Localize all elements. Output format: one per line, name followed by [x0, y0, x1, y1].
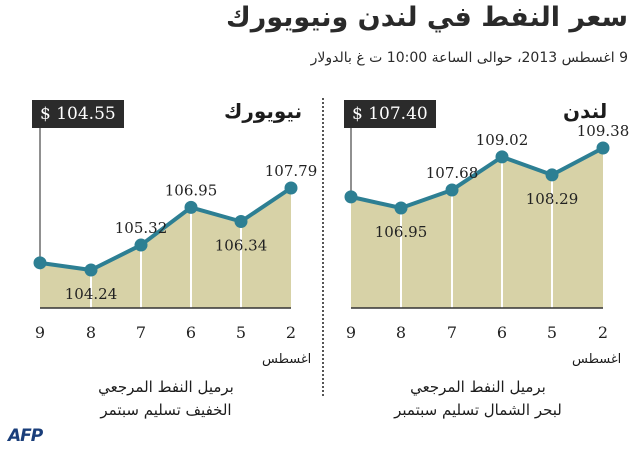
london-series-line: [350, 146, 604, 210]
page-title: سعر النفط في لندن ونيويورك: [226, 2, 628, 33]
newyork-tick-label-4: 5: [236, 323, 246, 342]
london-value-label-4: 108.29: [526, 190, 579, 208]
london-area-fill: [351, 148, 603, 308]
newyork-series-line: [39, 186, 293, 272]
london-point-5: [596, 141, 610, 155]
london-value-label-5: 109.38: [577, 122, 630, 140]
london-caption-line-2: لبحر الشمال تسليم سبتمبر: [394, 401, 562, 419]
panel-divider: [322, 98, 324, 396]
london-current-price: $ 107.40: [344, 100, 436, 128]
newyork-caption-line-2: الخفيف تسليم سبتمر: [100, 401, 232, 419]
newyork-point-4: [234, 214, 248, 228]
london-month-label: اغسطس: [572, 352, 622, 367]
london-tick-label-4: 5: [547, 323, 557, 342]
newyork-month-label: اغسطس: [262, 352, 312, 367]
newyork-value-label-3: 106.95: [165, 181, 218, 199]
newyork-tick-label-5: 2: [286, 323, 296, 342]
oil-price-charts: 104.24 105.32 106.95 106.34 107.79 9 8 7 6 5 2 106.…: [33, 121, 630, 342]
london-tick-label-1: 8: [396, 323, 406, 342]
newyork-point-3: [184, 200, 198, 214]
london-point-1: [394, 201, 408, 215]
london-tick-label-2: 7: [447, 323, 457, 342]
london-point-0: [344, 190, 358, 204]
newyork-point-1: [84, 263, 98, 277]
london-value-label-1: 106.95: [375, 223, 428, 241]
newyork-panel-title: نيويورك: [224, 99, 303, 123]
london-point-4: [545, 168, 559, 182]
london-point-3: [495, 150, 509, 164]
london-caption: برميل النفط المرجعي لبحر الشمال تسليم سب…: [358, 376, 598, 422]
london-panel-title: لندن: [563, 99, 608, 123]
london-value-label-3: 109.02: [476, 131, 529, 149]
london-point-2: [445, 183, 459, 197]
newyork-point-0: [33, 256, 47, 270]
newyork-value-label-1: 104.24: [65, 285, 118, 303]
london-caption-line-1: برميل النفط المرجعي: [410, 378, 546, 396]
newyork-point-2: [134, 238, 148, 252]
page-subtitle: 9 اغسطس 2013، حوالى الساعة 10:00 ت غ بال…: [310, 50, 628, 66]
newyork-caption: برميل النفط المرجعي الخفيف تسليم سبتمر: [46, 376, 286, 422]
newyork-tick-label-1: 8: [86, 323, 96, 342]
newyork-caption-line-1: برميل النفط المرجعي: [98, 378, 234, 396]
london-tick-label-5: 2: [598, 323, 608, 342]
london-tick-label-0: 9: [346, 323, 356, 342]
newyork-tick-label-2: 7: [136, 323, 146, 342]
newyork-tick-label-3: 6: [186, 323, 196, 342]
london-value-label-2: 107.68: [426, 164, 479, 182]
newyork-current-price: $ 104.55: [32, 100, 124, 128]
afp-logo: AFP: [8, 426, 43, 446]
newyork-value-label-5: 107.79: [265, 162, 318, 180]
newyork-value-label-4: 106.34: [215, 236, 268, 254]
london-tick-label-3: 6: [497, 323, 507, 342]
newyork-tick-label-0: 9: [35, 323, 45, 342]
newyork-point-5: [284, 181, 298, 195]
newyork-value-label-2: 105.32: [115, 219, 168, 237]
